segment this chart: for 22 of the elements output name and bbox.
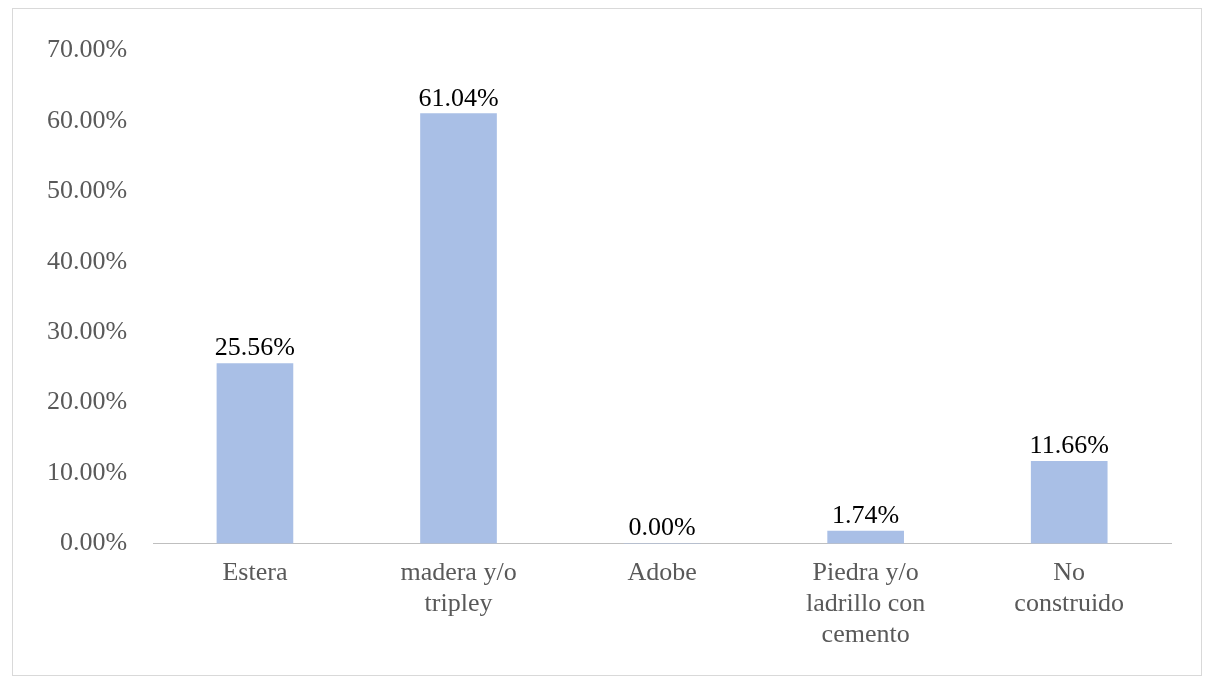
data-label: 61.04% [418, 82, 499, 112]
x-tick-label: Adobe [627, 556, 697, 586]
x-tick-label: madera y/o tripley [400, 556, 517, 618]
x-tick-label: Piedra y/o ladrillo con cemento [806, 556, 926, 649]
bar [1030, 460, 1108, 544]
data-label: 11.66% [1029, 430, 1109, 460]
y-tick-label: 10.00% [46, 456, 128, 486]
x-tick-label: No construido [1014, 556, 1125, 618]
bar [420, 113, 497, 544]
y-tick-label: 70.00% [46, 34, 128, 64]
data-label: 1.74% [832, 499, 900, 529]
data-label: 0.00% [628, 512, 696, 542]
y-tick-label: 0.00% [59, 527, 128, 557]
y-tick-label: 20.00% [46, 386, 128, 416]
y-tick-label: 30.00% [46, 316, 128, 346]
x-tick-label: Estera [222, 556, 288, 586]
y-tick-label: 60.00% [46, 104, 128, 134]
data-label: 25.56% [214, 332, 296, 362]
bar [827, 530, 904, 544]
bar [216, 363, 294, 544]
y-tick-label: 50.00% [46, 175, 128, 205]
y-tick-label: 40.00% [46, 245, 128, 275]
